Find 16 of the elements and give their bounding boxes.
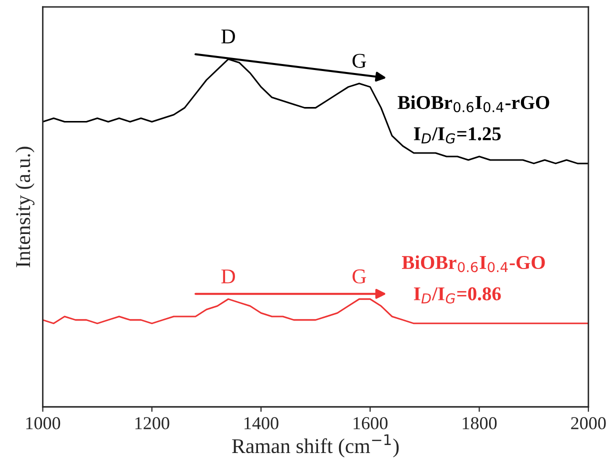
annotation: D bbox=[221, 270, 235, 284]
x-tick-label: 2000 bbox=[571, 417, 606, 430]
y-axis-title: Intensity (a.u.) bbox=[15, 146, 34, 268]
x-tick-label: 1400 bbox=[244, 417, 278, 430]
x-tick-label: 1000 bbox=[26, 417, 60, 430]
annotation: BiOBr$_{0.6}$I$_{0.4}$-rGO bbox=[398, 95, 550, 112]
text: D bbox=[221, 30, 235, 44]
annotation: I$_{D}$/I$_{G}$=1.25 bbox=[414, 127, 501, 144]
x-tick-label: 1600 bbox=[354, 417, 388, 430]
x-tick-label: 1800 bbox=[462, 417, 497, 430]
x-axis-title: Raman shift (cm$^{−1}$) bbox=[232, 434, 399, 458]
annotation: G bbox=[352, 269, 366, 284]
annotation: I$_{D}$/I$_{G}$=0.86 bbox=[414, 287, 501, 304]
annotation: G bbox=[352, 54, 366, 68]
annotation: BiOBr$_{0.6}$I$_{0.4}$-GO bbox=[402, 255, 545, 272]
x-tick-label: 1200 bbox=[135, 417, 170, 430]
